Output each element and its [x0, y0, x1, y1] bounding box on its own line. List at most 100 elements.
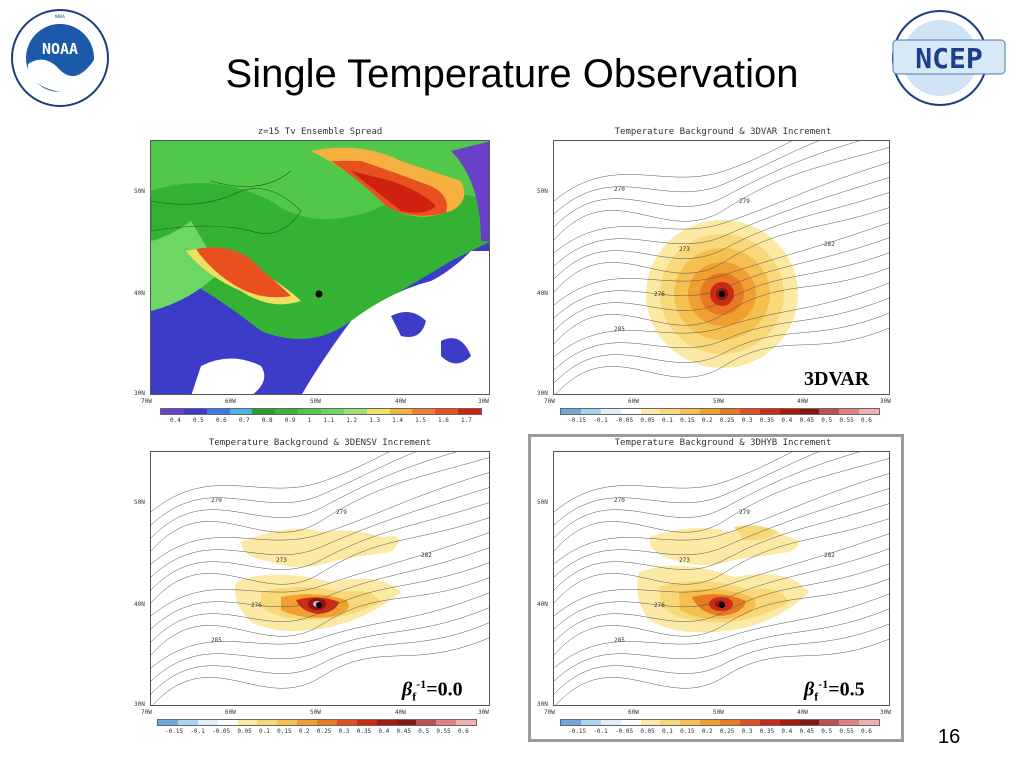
- contour-label: 282: [824, 552, 835, 559]
- colorbar-swatch: [396, 720, 417, 725]
- colorbar-swatch: [217, 720, 238, 725]
- lat-tick-50n: 50N: [537, 188, 548, 195]
- colorbar-label: 0.5: [192, 417, 204, 424]
- contour-label: 279: [739, 198, 750, 205]
- colorbar-swatch: [197, 720, 218, 725]
- colorbar-swatch: [600, 720, 621, 725]
- slide-title: Single Temperature Observation: [225, 52, 799, 96]
- colorbar-swatch: [435, 409, 459, 414]
- contour-line: [554, 518, 889, 604]
- lat-tick-40n: 40N: [537, 290, 548, 297]
- contour-line: [554, 458, 889, 552]
- colorbar-swatch: [640, 409, 661, 414]
- lon-tick-70w: 70W: [544, 709, 555, 716]
- 3dhyb-increment-map: 270 273 276 279 282 285: [553, 451, 890, 706]
- colorbar-label: -0.15: [165, 728, 184, 735]
- contour-line: [554, 452, 819, 526]
- colorbar-swatch: [580, 720, 601, 725]
- contour-line: [554, 141, 793, 202]
- colorbar-swatch: [257, 720, 278, 725]
- observation-point: [719, 291, 725, 297]
- colorbar-label: 0.2: [701, 728, 713, 735]
- contour-label: 279: [739, 509, 750, 516]
- spread-colorbar: [160, 408, 482, 415]
- colorbar-label: 0.55: [839, 728, 854, 735]
- beta-symbol: β: [804, 678, 815, 701]
- contour-label: 282: [421, 552, 432, 559]
- contour-line: [554, 222, 889, 306]
- colorbar-swatch: [620, 720, 641, 725]
- contour-line: [151, 562, 489, 643]
- colorbar-swatch: [859, 409, 879, 414]
- colorbar-label: 0.5: [821, 417, 833, 424]
- colorbar-label: 0.6: [861, 728, 872, 735]
- colorbar-swatch: [183, 409, 207, 414]
- contour-line: [554, 473, 889, 565]
- lat-tick-50n: 50N: [134, 188, 145, 195]
- colorbar-swatch: [819, 720, 840, 725]
- contour-line: [554, 297, 889, 371]
- contour-label: 270: [614, 497, 625, 504]
- colorbar-label: 1.7: [460, 417, 472, 424]
- contour-label: 273: [679, 557, 690, 564]
- contour-line: [554, 608, 889, 682]
- panel-4-title: Temperature Background & 3DHYB Increment: [614, 438, 832, 448]
- colorbar-swatch: [680, 409, 701, 414]
- colorbar-label: 0.7: [238, 417, 250, 424]
- colorbar-swatch: [859, 720, 879, 725]
- contour-line: [554, 503, 889, 591]
- colorbar-label: 0.35: [759, 417, 775, 424]
- colorbar-label: 0.1: [662, 728, 673, 735]
- colorbar-label: -0.1: [593, 728, 608, 735]
- lat-tick-40n: 40N: [134, 601, 145, 608]
- contour-line: [554, 282, 889, 358]
- lon-tick-70w: 70W: [141, 709, 152, 716]
- colorbar-swatch: [779, 720, 800, 725]
- colorbar-swatch: [158, 720, 178, 725]
- contour-line: [554, 593, 889, 669]
- contour-line: [151, 452, 390, 513]
- lon-tick-70w: 70W: [544, 398, 555, 405]
- colorbar-swatch: [206, 409, 230, 414]
- noaa-logo: NOAA NOAA: [10, 8, 110, 108]
- lon-tick-60w: 60W: [628, 709, 639, 716]
- contour-label: 285: [211, 637, 222, 644]
- colorbar-label: 1: [307, 417, 312, 424]
- beta-superscript: -1: [818, 677, 829, 691]
- contour-line: [151, 452, 457, 539]
- colorbar-swatch: [376, 720, 397, 725]
- colorbar-swatch: [700, 409, 720, 414]
- colorbar-swatch: [366, 409, 390, 414]
- colorbar-label: 0.55: [436, 728, 451, 735]
- panel-2-title: Temperature Background & 3DVAR Increment: [614, 127, 832, 137]
- colorbar-label: 0.05: [640, 417, 655, 424]
- lat-tick-50n: 50N: [134, 499, 145, 506]
- colorbar-swatch: [416, 720, 437, 725]
- colorbar-label: 0.2: [298, 728, 310, 735]
- colorbar-label: 0.4: [781, 728, 793, 735]
- panel-1-title: z=15 Tv Ensemble Spread: [257, 127, 383, 137]
- colorbar-swatch: [640, 720, 661, 725]
- lon-tick-40w: 40W: [395, 398, 406, 405]
- contour-line: [151, 577, 489, 656]
- colorbar-label: 0.6: [458, 728, 469, 735]
- 3densv-colorbar: [157, 719, 477, 726]
- contour-line: [554, 578, 889, 656]
- colorbar-label: 0.15: [680, 728, 695, 735]
- lat-tick-30n: 30N: [537, 701, 548, 708]
- colorbar-swatch: [779, 409, 800, 414]
- colorbar-swatch: [839, 409, 860, 414]
- contour-line: [151, 607, 489, 682]
- colorbar-label: -0.05: [615, 417, 634, 424]
- contour-line: [554, 452, 860, 539]
- contour-line: [152, 637, 489, 705]
- contour-line: [554, 192, 889, 280]
- observation-point: [316, 602, 322, 608]
- colorbar-swatch: [561, 720, 581, 725]
- lon-tick-40w: 40W: [797, 398, 808, 405]
- colorbar-swatch: [336, 720, 357, 725]
- contour-label: 285: [614, 326, 625, 333]
- contour-label: 276: [654, 291, 665, 298]
- 3densv-increment-map: 270 273 276 279 282 285: [150, 451, 490, 706]
- lat-tick-50n: 50N: [537, 499, 548, 506]
